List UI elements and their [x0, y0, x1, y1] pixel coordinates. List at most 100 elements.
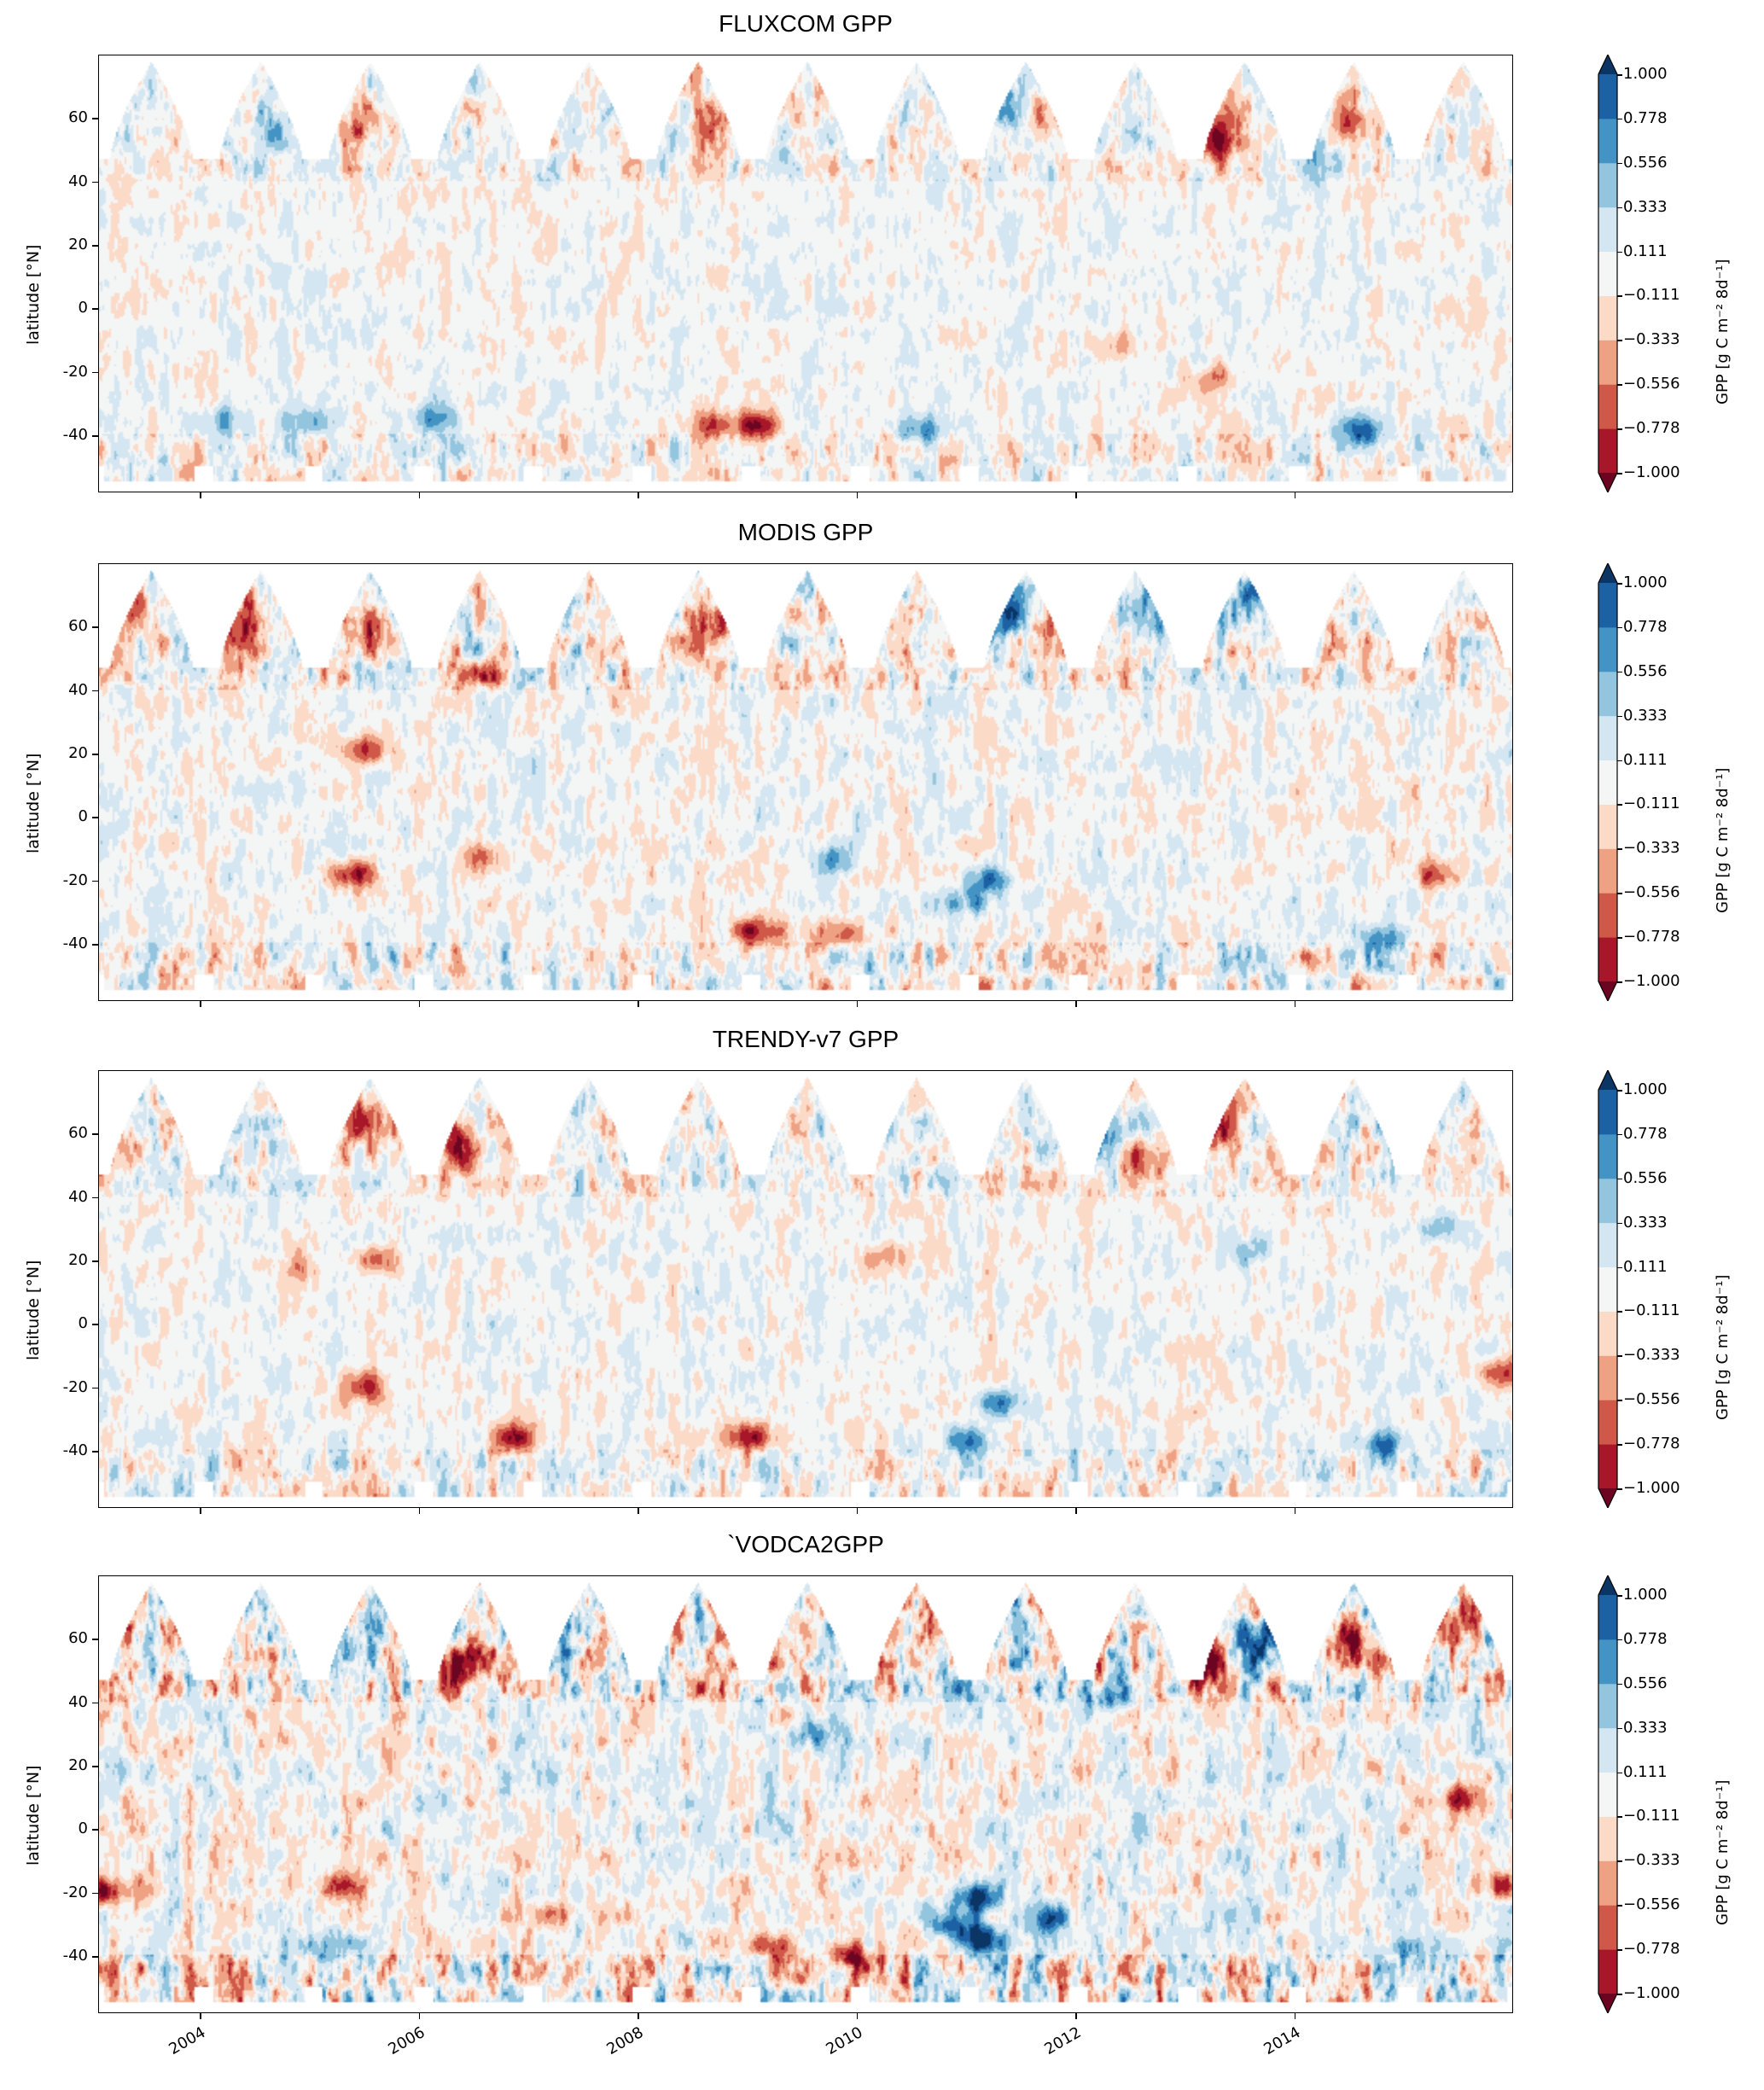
- colorbar-segment: [1598, 760, 1617, 805]
- y-tick-mark: [92, 626, 98, 628]
- colorbar-tick-label: −0.111: [1623, 795, 1680, 813]
- colorbar-tick-mark: [1617, 671, 1622, 673]
- colorbar-tick-label: 1.000: [1623, 1080, 1668, 1098]
- y-tick-mark: [92, 181, 98, 183]
- colorbar-tick-mark: [1617, 473, 1622, 474]
- x-tick-mark: [637, 1001, 639, 1007]
- y-tick-label: -20: [62, 362, 88, 381]
- x-tick-mark: [1075, 1508, 1077, 1514]
- heatmap-field: [99, 55, 1512, 492]
- colorbar-tick-label: 0.556: [1623, 1168, 1668, 1187]
- y-tick-mark: [92, 118, 98, 119]
- colorbar-segment: [1598, 626, 1617, 672]
- colorbar-tick-label: −0.556: [1623, 375, 1680, 393]
- colorbar-segment: [1598, 1090, 1617, 1135]
- y-tick-label: -40: [62, 1947, 88, 1965]
- colorbar-segment: [1598, 118, 1617, 164]
- colorbar-segment: [1598, 1639, 1617, 1685]
- colorbar-tick-mark: [1617, 1444, 1622, 1446]
- colorbar-segment: [1598, 295, 1617, 341]
- colorbar-tick-label: 0.111: [1623, 750, 1668, 769]
- colorbar-tick-mark: [1617, 848, 1622, 850]
- colorbar-segment: [1598, 1266, 1617, 1312]
- x-tick-label: 2012: [1041, 2023, 1085, 2059]
- colorbar-tick-mark: [1617, 760, 1622, 762]
- x-tick-mark: [418, 1001, 421, 1007]
- colorbar-tick-mark: [1617, 804, 1622, 806]
- colorbar-tick-label: −1.000: [1623, 463, 1680, 481]
- colorbar-segment: [1598, 671, 1617, 717]
- x-tick-label: 2004: [166, 2023, 209, 2059]
- colorbar-tick-mark: [1617, 384, 1622, 386]
- colorbar-extend-over: [1598, 563, 1617, 583]
- x-tick-mark: [637, 2013, 639, 2019]
- colorbar-tick-label: 0.111: [1623, 1257, 1668, 1276]
- x-tick-label: 2006: [385, 2023, 428, 2059]
- x-tick-mark: [418, 1508, 421, 1514]
- colorbar-tick-mark: [1617, 1090, 1622, 1092]
- y-tick-label: 40: [68, 172, 88, 190]
- colorbar-segment: [1598, 1683, 1617, 1729]
- y-tick-mark: [92, 754, 98, 755]
- heatmap-axes: [98, 1575, 1513, 2013]
- y-tick-mark: [92, 308, 98, 310]
- x-tick-mark: [637, 1508, 639, 1514]
- y-tick-mark: [92, 435, 98, 437]
- colorbar-segment: [1598, 804, 1617, 849]
- colorbar-tick-mark: [1617, 340, 1622, 341]
- x-tick-label: 2010: [822, 2023, 866, 2059]
- colorbar-tick-label: 0.333: [1623, 706, 1668, 725]
- y-tick-mark: [92, 1324, 98, 1325]
- colorbar-tick-mark: [1617, 1949, 1622, 1951]
- colorbar-segment: [1598, 1772, 1617, 1817]
- x-tick-mark: [1294, 2013, 1296, 2019]
- colorbar-tick-label: −0.111: [1623, 286, 1680, 305]
- x-tick-mark: [1075, 492, 1077, 498]
- colorbar-tick-label: 0.333: [1623, 197, 1668, 216]
- colorbar-tick-mark: [1617, 1311, 1622, 1313]
- colorbar-tick-label: −0.556: [1623, 1895, 1680, 1914]
- colorbar-tick-label: 0.333: [1623, 1718, 1668, 1737]
- colorbar-segment: [1598, 207, 1617, 253]
- colorbar-tick-mark: [1617, 1222, 1622, 1225]
- colorbar-tick-label: −1.000: [1623, 972, 1680, 990]
- y-tick-mark: [92, 245, 98, 247]
- x-tick-mark: [856, 2013, 859, 2019]
- colorbar-label: GPP [g C m⁻² 8d⁻¹]: [1714, 259, 1732, 405]
- colorbar-segment: [1598, 428, 1617, 474]
- y-tick-mark: [92, 944, 98, 946]
- x-tick-mark: [856, 1508, 859, 1514]
- y-tick-mark: [92, 1956, 98, 1958]
- colorbar-tick-label: −0.111: [1623, 1807, 1680, 1825]
- heatmap-field: [99, 1071, 1512, 1507]
- colorbar-segment: [1598, 1595, 1617, 1640]
- colorbar-segment: [1598, 1133, 1617, 1179]
- x-tick-mark: [200, 1001, 201, 1007]
- y-tick-label: -40: [62, 1441, 88, 1460]
- colorbar-segment: [1598, 1727, 1617, 1773]
- y-tick-label: 20: [68, 1251, 88, 1270]
- y-tick-label: 0: [78, 1819, 88, 1838]
- y-tick-mark: [92, 1829, 98, 1831]
- y-tick-mark: [92, 1702, 98, 1704]
- colorbar-tick-label: −0.556: [1623, 1390, 1680, 1409]
- y-tick-label: 0: [78, 807, 88, 826]
- colorbar-tick-mark: [1617, 1772, 1622, 1774]
- colorbar-segment: [1598, 937, 1617, 982]
- colorbar-tick-label: −0.111: [1623, 1301, 1680, 1320]
- y-tick-label: 60: [68, 1124, 88, 1143]
- colorbar-tick-label: 1.000: [1623, 65, 1668, 83]
- x-tick-mark: [1294, 1508, 1296, 1514]
- colorbar-segment: [1598, 1178, 1617, 1224]
- y-tick-mark: [92, 371, 98, 374]
- x-tick-label: 2008: [603, 2023, 647, 2059]
- y-tick-label: 0: [78, 299, 88, 317]
- x-tick-mark: [856, 492, 859, 498]
- colorbar-segment: [1598, 384, 1617, 429]
- heatmap-field: [99, 564, 1512, 1000]
- colorbar-extend-over: [1598, 55, 1617, 74]
- colorbar-tick-mark: [1617, 207, 1622, 209]
- y-tick-mark: [92, 1892, 98, 1895]
- x-tick-label: 2014: [1260, 2023, 1304, 2059]
- colorbar-tick-mark: [1617, 295, 1622, 297]
